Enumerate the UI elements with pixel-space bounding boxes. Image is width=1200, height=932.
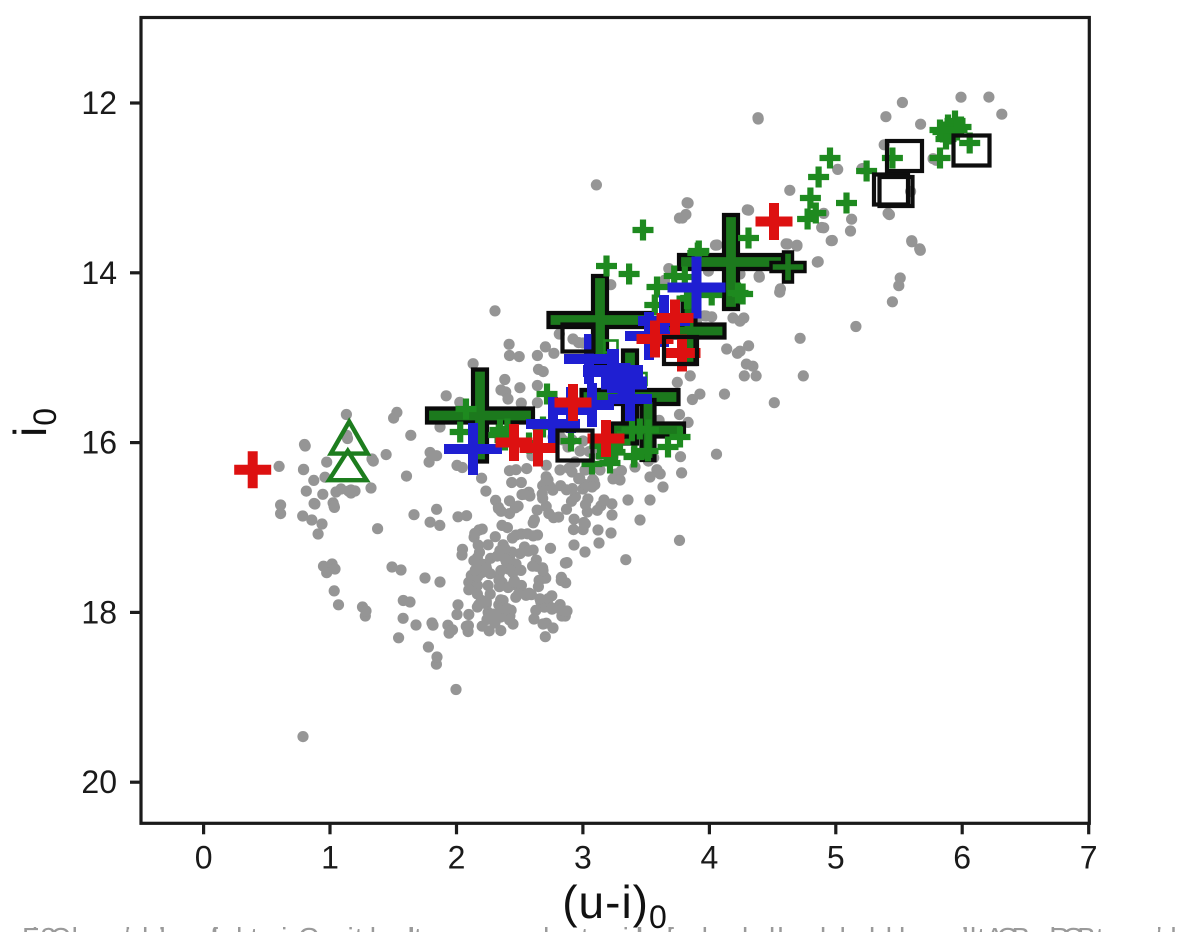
- svg-text:6: 6: [953, 839, 971, 875]
- svg-text:1: 1: [321, 839, 339, 875]
- svg-text:16: 16: [81, 425, 117, 461]
- svg-text:14: 14: [81, 255, 117, 291]
- svg-text:Fig. 3. Color-magnitude diagra: Fig. 3. Color-magnitude diagram of the c…: [22, 922, 1183, 932]
- svg-text:5: 5: [827, 839, 845, 875]
- svg-text:4: 4: [701, 839, 719, 875]
- svg-text:18: 18: [81, 594, 117, 630]
- svg-text:3: 3: [574, 839, 592, 875]
- svg-text:20: 20: [81, 764, 117, 800]
- svg-text:0: 0: [195, 839, 213, 875]
- svg-text:7: 7: [1080, 839, 1098, 875]
- svg-text:(u-i)0: (u-i)0: [562, 876, 668, 932]
- svg-text:12: 12: [81, 85, 117, 121]
- svg-text:2: 2: [448, 839, 466, 875]
